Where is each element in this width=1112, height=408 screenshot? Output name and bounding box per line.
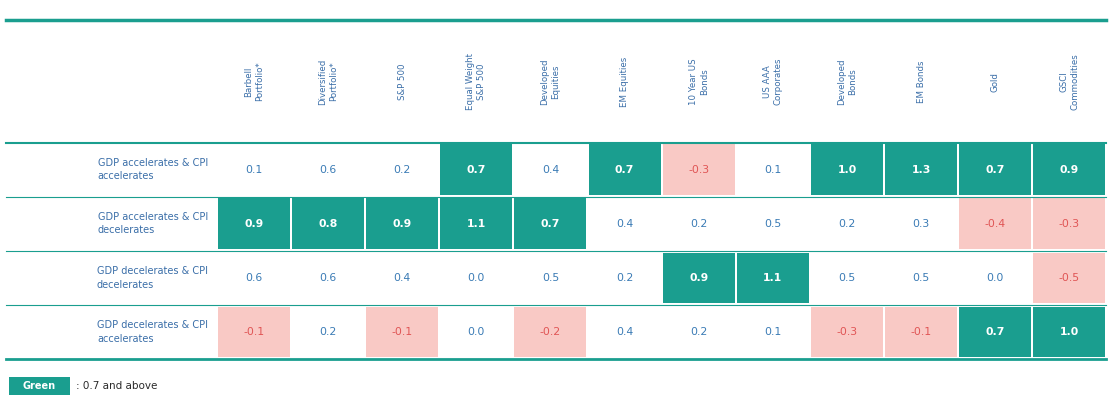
Text: 0.5: 0.5 [913,273,930,283]
Bar [1033,253,1105,304]
Text: 10 Year US
Bonds: 10 Year US Bonds [688,58,708,105]
Text: 0.3: 0.3 [913,219,930,229]
Bar [218,199,290,249]
Text: 0.5: 0.5 [838,273,855,283]
Text: 0.4: 0.4 [616,327,633,337]
Text: 1.0: 1.0 [837,165,856,175]
Text: -0.2: -0.2 [540,327,560,337]
Bar [366,307,438,357]
Text: 0.4: 0.4 [616,219,633,229]
Text: -0.5: -0.5 [1059,273,1080,283]
Text: 0.2: 0.2 [691,327,707,337]
Text: 0.0: 0.0 [468,327,485,337]
Text: : 0.7 and above: : 0.7 and above [76,381,157,390]
Text: 0.0: 0.0 [986,273,1004,283]
Text: 0.1: 0.1 [246,165,262,175]
Text: 0.8: 0.8 [318,219,338,229]
Bar [366,199,438,249]
Text: Gold: Gold [991,72,1000,91]
Text: 0.6: 0.6 [319,165,337,175]
Text: Developed
Equities: Developed Equities [540,58,560,105]
Bar [440,199,513,249]
Text: -0.3: -0.3 [688,165,709,175]
Text: GDP accelerates & CPI
accelerates: GDP accelerates & CPI accelerates [98,158,208,182]
Text: 0.7: 0.7 [985,165,1005,175]
Text: 0.2: 0.2 [394,165,410,175]
Bar [663,253,735,304]
Bar [885,307,957,357]
Text: GDP accelerates & CPI
decelerates: GDP accelerates & CPI decelerates [98,212,208,235]
Text: -0.1: -0.1 [391,327,413,337]
Bar [1033,307,1105,357]
Text: 0.2: 0.2 [691,219,707,229]
Text: 0.5: 0.5 [542,273,559,283]
Bar [588,144,661,195]
Bar [737,253,808,304]
Text: 0.7: 0.7 [540,219,560,229]
Text: 0.9: 0.9 [393,219,411,229]
Text: Barbell
Portfolio*: Barbell Portfolio* [244,62,264,102]
Text: 1.1: 1.1 [467,219,486,229]
Bar [1033,199,1105,249]
Bar [515,307,586,357]
Bar [960,144,1031,195]
Text: 0.1: 0.1 [764,165,782,175]
Text: 0.6: 0.6 [246,273,262,283]
Text: 0.2: 0.2 [616,273,633,283]
Text: -0.1: -0.1 [911,327,932,337]
Text: 0.2: 0.2 [319,327,337,337]
Bar [960,307,1031,357]
Text: 0.9: 0.9 [245,219,264,229]
Bar [292,199,364,249]
Text: 0.7: 0.7 [615,165,634,175]
Text: 0.7: 0.7 [985,327,1005,337]
Text: -0.3: -0.3 [1059,219,1080,229]
Text: 0.2: 0.2 [838,219,855,229]
Text: 0.7: 0.7 [467,165,486,175]
Text: GSCI
Commodities: GSCI Commodities [1060,53,1080,110]
Text: GDP decelerates & CPI
accelerates: GDP decelerates & CPI accelerates [97,320,208,344]
Text: 1.3: 1.3 [912,165,931,175]
Text: S&P 500: S&P 500 [398,63,407,100]
Bar [811,307,883,357]
Text: -0.1: -0.1 [244,327,265,337]
Text: 1.1: 1.1 [763,273,783,283]
Text: 0.6: 0.6 [319,273,337,283]
Text: 0.0: 0.0 [468,273,485,283]
Text: US AAA
Corporates: US AAA Corporates [763,58,783,105]
Text: EM Equities: EM Equities [620,56,629,107]
Bar [9,377,70,395]
Text: -0.3: -0.3 [836,327,857,337]
Text: 0.9: 0.9 [689,273,708,283]
Text: 0.4: 0.4 [394,273,410,283]
Text: -0.4: -0.4 [985,219,1005,229]
Bar [811,144,883,195]
Text: 0.5: 0.5 [764,219,782,229]
Text: 1.0: 1.0 [1060,327,1079,337]
Text: Green: Green [23,381,56,390]
Text: 0.4: 0.4 [542,165,559,175]
Text: Developed
Bonds: Developed Bonds [837,58,857,105]
Text: GDP decelerates & CPI
decelerates: GDP decelerates & CPI decelerates [97,266,208,290]
Bar [218,307,290,357]
Bar [960,199,1031,249]
Bar [1033,144,1105,195]
Text: 0.1: 0.1 [764,327,782,337]
Text: 0.9: 0.9 [1060,165,1079,175]
Bar [885,144,957,195]
Text: Diversified
Portfolio*: Diversified Portfolio* [318,58,338,105]
Bar [440,144,513,195]
Text: Equal Weight
S&P 500: Equal Weight S&P 500 [466,53,486,110]
Text: EM Bonds: EM Bonds [916,60,925,103]
Bar [663,144,735,195]
Bar [515,199,586,249]
